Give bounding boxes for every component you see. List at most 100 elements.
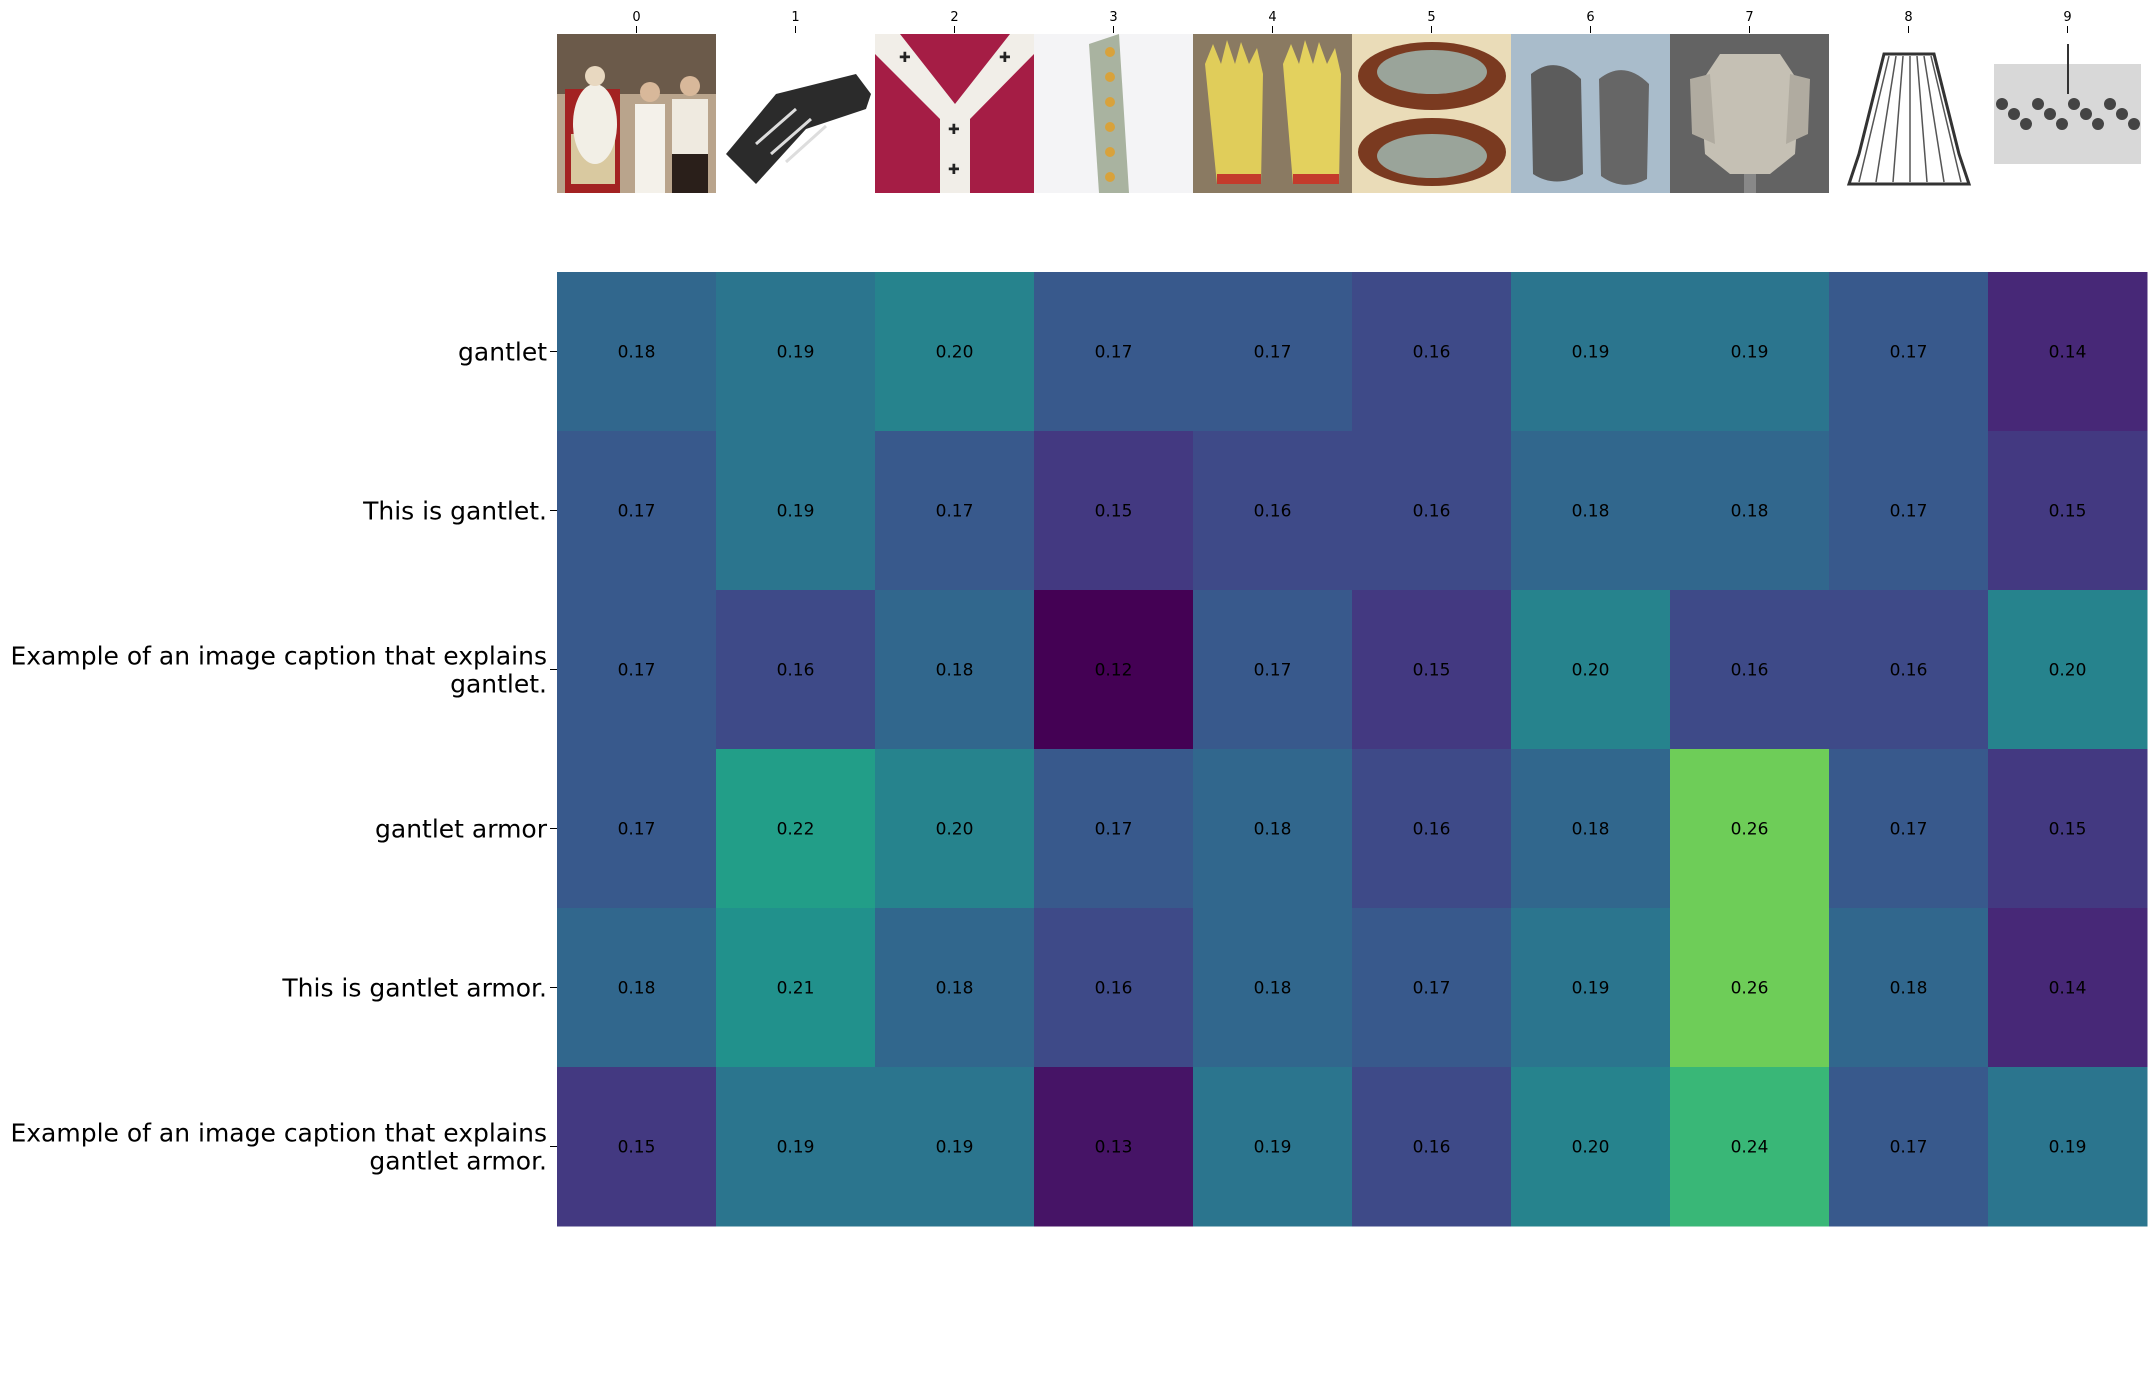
heatmap-cell bbox=[557, 272, 717, 432]
heatmap-cell bbox=[1193, 749, 1353, 909]
crowd-engraving-thumbnail bbox=[1988, 34, 2147, 193]
cell-value-label: 0.18 bbox=[1254, 820, 1292, 840]
row-label-line: Example of an image caption that explain… bbox=[10, 642, 547, 671]
cell-value-label: 0.19 bbox=[1572, 979, 1610, 999]
cell-value-label: 0.17 bbox=[1890, 820, 1928, 840]
heatmap-cell bbox=[1988, 272, 2148, 432]
cell-value-label: 0.16 bbox=[1413, 343, 1451, 363]
row-label: gantlet armor bbox=[375, 815, 548, 844]
row-label: This is gantlet armor. bbox=[281, 974, 547, 1003]
svg-text:✚: ✚ bbox=[948, 122, 960, 138]
row-label: gantlet bbox=[458, 338, 547, 367]
heatmap-cell bbox=[557, 1067, 717, 1227]
heatmap-cell bbox=[1988, 908, 2148, 1068]
heatmap-cell bbox=[716, 590, 876, 750]
heatmap-cell bbox=[716, 908, 876, 1068]
heatmap-cell bbox=[1034, 590, 1194, 750]
cell-value-label: 0.17 bbox=[618, 502, 656, 522]
column-tick-label: 2 bbox=[950, 10, 958, 25]
cell-value-label: 0.26 bbox=[1731, 979, 1769, 999]
heatmap-cell bbox=[1829, 1067, 1989, 1227]
cell-value-label: 0.17 bbox=[1254, 343, 1292, 363]
row-label: Example of an image caption that explain… bbox=[10, 1119, 547, 1176]
cell-value-label: 0.18 bbox=[1572, 820, 1610, 840]
cell-value-label: 0.19 bbox=[1572, 343, 1610, 363]
cell-value-label: 0.16 bbox=[1413, 820, 1451, 840]
heatmap-cell bbox=[1829, 272, 1989, 432]
row-label-line: gantlet bbox=[458, 338, 547, 367]
row-tick-labels: gantlet This is gantlet. Example of an ima… bbox=[10, 338, 557, 1176]
cell-value-label: 0.17 bbox=[1254, 661, 1292, 681]
cell-value-label: 0.20 bbox=[1572, 1138, 1610, 1158]
heatmap-cell bbox=[1034, 1067, 1194, 1227]
row-label: Example of an image caption that explain… bbox=[10, 642, 547, 699]
row-label-line: This is gantlet. bbox=[362, 497, 547, 526]
heatmap-cell bbox=[1034, 431, 1194, 591]
cell-value-label: 0.24 bbox=[1731, 1138, 1769, 1158]
heatmap-cell bbox=[1193, 431, 1353, 591]
cell-value-label: 0.16 bbox=[1254, 502, 1292, 522]
image-thumbnail-row: ✚ ✚ ✚ ✚ bbox=[557, 34, 2147, 193]
heatmap-cell bbox=[1511, 749, 1671, 909]
cell-value-label: 0.20 bbox=[936, 820, 974, 840]
heatmap-cell bbox=[1511, 590, 1671, 750]
heatmap-cell bbox=[1829, 908, 1989, 1068]
cell-value-label: 0.15 bbox=[2049, 502, 2087, 522]
cell-value-label: 0.16 bbox=[1095, 979, 1133, 999]
cell-value-label: 0.19 bbox=[1731, 343, 1769, 363]
cell-value-label: 0.18 bbox=[1572, 502, 1610, 522]
row-label-line: gantlet armor. bbox=[369, 1147, 547, 1176]
heatmap-cell bbox=[1670, 431, 1830, 591]
patterned-stole-thumbnail bbox=[1034, 34, 1193, 193]
cell-value-label: 0.18 bbox=[936, 661, 974, 681]
heatmap-cell bbox=[1988, 1067, 2148, 1227]
heatmap-cell bbox=[1670, 590, 1830, 750]
heatmap-cell bbox=[1511, 431, 1671, 591]
cell-value-label: 0.26 bbox=[1731, 820, 1769, 840]
cell-value-label: 0.15 bbox=[618, 1138, 656, 1158]
heatmap-cell bbox=[716, 431, 876, 591]
column-tick-label: 4 bbox=[1268, 10, 1276, 25]
heatmap-cell bbox=[1034, 272, 1194, 432]
heatmap-cell bbox=[875, 272, 1035, 432]
heatmap-cell bbox=[1034, 749, 1194, 909]
cell-value-label: 0.17 bbox=[1095, 343, 1133, 363]
cell-value-label: 0.22 bbox=[777, 820, 815, 840]
heatmap-cell bbox=[1988, 431, 2148, 591]
heatmap-cell bbox=[557, 908, 717, 1068]
ceremony-photo-thumbnail bbox=[557, 34, 716, 193]
yellow-gloves-thumbnail bbox=[1193, 34, 1352, 193]
cell-value-label: 0.14 bbox=[2049, 979, 2087, 999]
heatmap-cell bbox=[1829, 431, 1989, 591]
cell-value-label: 0.16 bbox=[777, 661, 815, 681]
heatmap-cell bbox=[557, 431, 717, 591]
gray-sandals-thumbnail bbox=[1511, 34, 1670, 193]
cell-value-label: 0.20 bbox=[2049, 661, 2087, 681]
heatmap-cell bbox=[1352, 272, 1512, 432]
cell-value-label: 0.18 bbox=[1254, 979, 1292, 999]
heatmap-cell bbox=[716, 272, 876, 432]
heatmap-cell bbox=[1352, 1067, 1512, 1227]
cell-value-label: 0.17 bbox=[618, 661, 656, 681]
cell-value-label: 0.17 bbox=[1890, 502, 1928, 522]
cell-value-label: 0.19 bbox=[777, 502, 815, 522]
cell-value-label: 0.16 bbox=[1731, 661, 1769, 681]
cell-value-label: 0.16 bbox=[1890, 661, 1928, 681]
heatmap-cell bbox=[875, 908, 1035, 1068]
cell-value-label: 0.12 bbox=[1095, 661, 1133, 681]
row-label-line: gantlet. bbox=[450, 670, 547, 699]
cell-value-label: 0.17 bbox=[1413, 979, 1451, 999]
row-label-line: This is gantlet armor. bbox=[281, 974, 547, 1003]
cell-value-label: 0.18 bbox=[936, 979, 974, 999]
heatmap-cell bbox=[1670, 272, 1830, 432]
heatmap-cell bbox=[1511, 272, 1671, 432]
cell-value-label: 0.21 bbox=[777, 979, 815, 999]
heatmap-cell bbox=[1352, 749, 1512, 909]
heatmap-cell bbox=[716, 749, 876, 909]
row-label-line: Example of an image caption that explain… bbox=[10, 1119, 547, 1148]
column-tick-label: 8 bbox=[1904, 10, 1912, 25]
heatmap-cell bbox=[1829, 590, 1989, 750]
cell-value-label: 0.16 bbox=[1413, 1138, 1451, 1158]
red-vestment-pallium-thumbnail: ✚ ✚ ✚ ✚ bbox=[875, 34, 1034, 193]
